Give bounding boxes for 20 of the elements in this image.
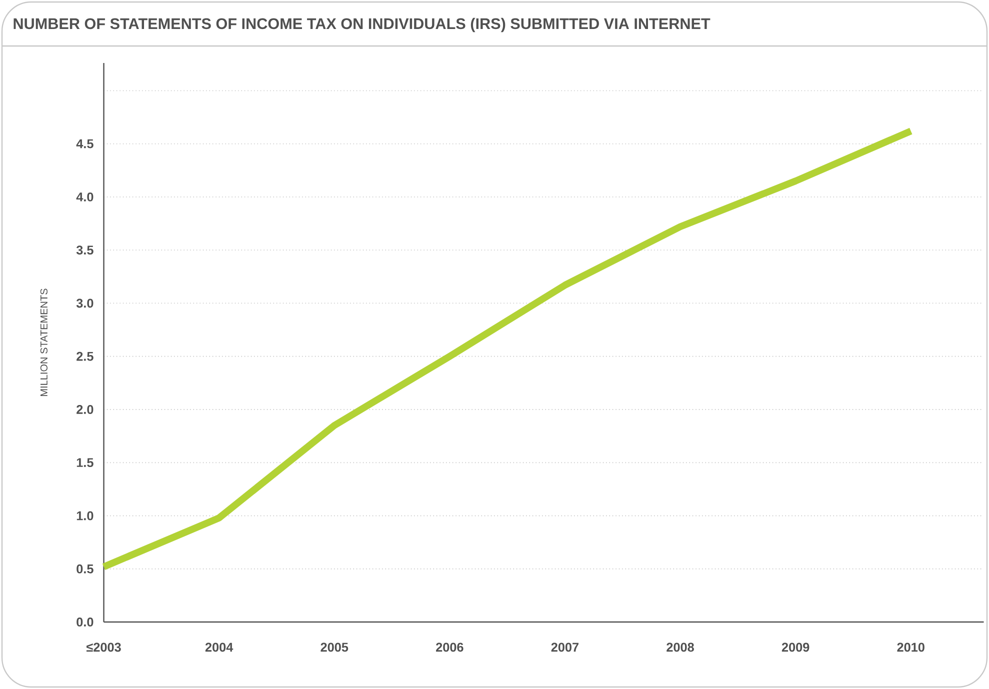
x-tick-label: 2006 [436, 642, 464, 652]
y-axis-title: MILLION STATEMENTS [40, 288, 48, 396]
x-tick-label: 2010 [897, 642, 924, 652]
y-tick-label: 4.5 [76, 139, 94, 148]
x-tick-label: 2007 [551, 642, 578, 652]
y-tick-label: 2.0 [76, 405, 94, 414]
y-tick-label: 0.5 [76, 564, 94, 574]
x-tick-label: 2008 [666, 642, 694, 652]
x-tick-label: ≤2003 [86, 642, 121, 652]
y-tick-label: 1.0 [76, 511, 94, 520]
y-tick-label: 1.5 [76, 458, 94, 468]
x-tick-label: 2009 [782, 642, 810, 652]
y-tick-label: 3.0 [76, 298, 94, 308]
x-tick-label: 2004 [205, 642, 234, 652]
chart-title: NUMBER OF STATEMENTS OF INCOME TAX ON INDIVIDUALS (IRS) SUBMITTED VIA INTERNET [14, 18, 710, 32]
x-tick-label: 2005 [320, 642, 348, 652]
y-tick-label: 4.0 [76, 192, 94, 202]
y-tick-label: 2.5 [76, 352, 94, 361]
y-tick-label: 3.5 [76, 246, 94, 255]
y-tick-label: 0.0 [76, 618, 94, 627]
